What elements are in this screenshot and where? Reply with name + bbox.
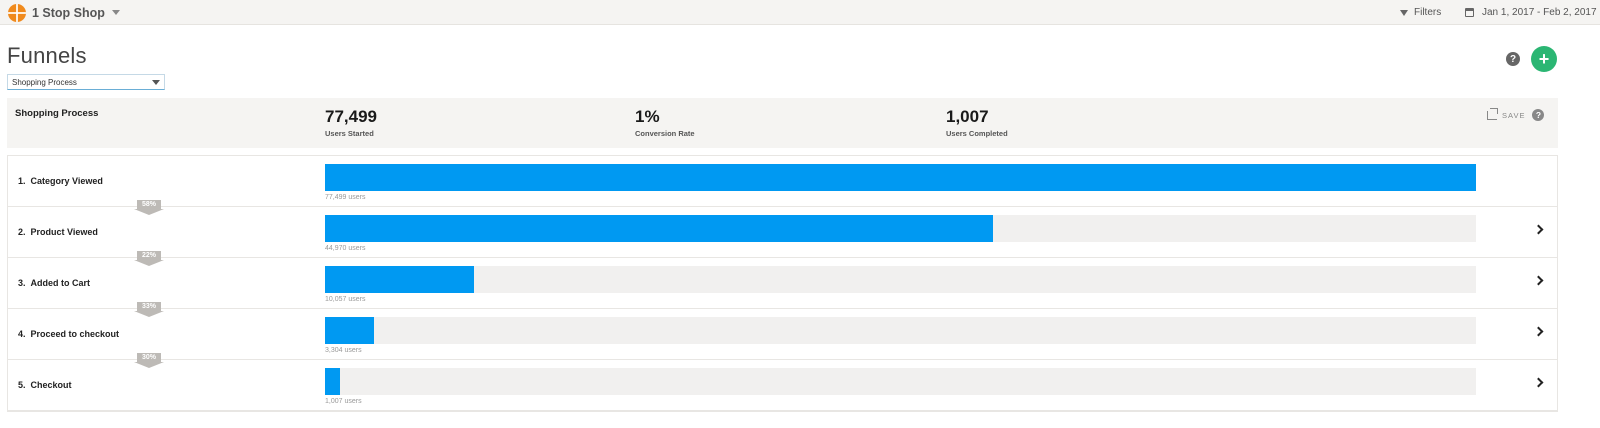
funnel-select-value: Shopping Process bbox=[12, 77, 77, 87]
add-funnel-button[interactable]: + bbox=[1531, 46, 1557, 72]
step-bar bbox=[325, 215, 993, 242]
help-icon[interactable]: ? bbox=[1506, 52, 1520, 66]
conversion-badge: 22% bbox=[134, 251, 164, 266]
funnel-select[interactable]: Shopping Process bbox=[7, 74, 165, 90]
stat-conversion-rate: 1% Conversion Rate bbox=[635, 107, 695, 138]
filters-button[interactable]: Filters bbox=[1400, 0, 1441, 25]
funnel-step[interactable]: 2. Product Viewed 44,970 users bbox=[8, 207, 1557, 258]
chevron-down-icon bbox=[152, 80, 160, 85]
account-switcher[interactable]: 1 Stop Shop bbox=[8, 3, 120, 22]
top-bar: 1 Stop Shop Filters Jan 1, 2017 - Feb 2,… bbox=[0, 0, 1600, 25]
step-number: 4. bbox=[18, 329, 26, 339]
date-range-label: Jan 1, 2017 - Feb 2, 2017 bbox=[1482, 7, 1597, 18]
stat-value: 1,007 bbox=[946, 107, 989, 126]
funnel-steps: 1. Category Viewed 77,499 users 2. Product… bbox=[7, 155, 1558, 412]
step-bar-track bbox=[325, 266, 1476, 293]
filters-label: Filters bbox=[1414, 7, 1442, 18]
step-bar-track bbox=[325, 317, 1476, 344]
date-range-picker[interactable]: Jan 1, 2017 - Feb 2, 2017 bbox=[1465, 0, 1597, 25]
filter-icon bbox=[1400, 9, 1408, 16]
step-bar-track bbox=[325, 215, 1476, 242]
conversion-rate: 30% bbox=[137, 353, 161, 362]
step-bar bbox=[325, 317, 375, 344]
conversion-badge: 33% bbox=[134, 302, 164, 317]
conversion-rate: 22% bbox=[137, 251, 161, 260]
basketball-logo-icon bbox=[8, 3, 26, 22]
step-users-count: 1,007 users bbox=[325, 398, 362, 405]
step-users-count: 77,499 users bbox=[325, 194, 366, 201]
stat-users-completed: 1,007 Users Completed bbox=[946, 107, 1008, 138]
step-name: Product Viewed bbox=[30, 227, 98, 237]
conversion-badge: 58% bbox=[134, 200, 164, 215]
stat-value: 1% bbox=[635, 107, 660, 126]
chevron-right-icon[interactable] bbox=[1533, 377, 1544, 388]
stat-label: Users Completed bbox=[946, 129, 1008, 138]
step-name: Checkout bbox=[30, 380, 72, 390]
share-icon[interactable] bbox=[1487, 107, 1498, 120]
chevron-down-icon bbox=[111, 10, 120, 15]
chevron-right-icon[interactable] bbox=[1533, 326, 1544, 337]
step-bar bbox=[325, 266, 475, 293]
save-button[interactable]: SAVE bbox=[1502, 110, 1526, 120]
stat-label: Conversion Rate bbox=[635, 129, 695, 138]
step-label: 1. Category Viewed bbox=[18, 176, 103, 186]
step-number: 2. bbox=[18, 227, 26, 237]
step-bar bbox=[325, 164, 1476, 191]
funnel-step[interactable]: 5. Checkout 1,007 users bbox=[8, 360, 1557, 411]
help-icon[interactable]: ? bbox=[1532, 109, 1545, 121]
funnel-step: 1. Category Viewed 77,499 users bbox=[8, 156, 1557, 207]
stat-value: 77,499 bbox=[325, 107, 377, 126]
step-bar-track bbox=[325, 368, 1476, 395]
step-bar-track bbox=[325, 164, 1476, 191]
step-label: 2. Product Viewed bbox=[18, 227, 98, 237]
stat-users-started: 77,499 Users Started bbox=[325, 107, 377, 138]
step-label: 3. Added to Cart bbox=[18, 278, 90, 288]
funnel-step[interactable]: 4. Proceed to checkout 3,304 users bbox=[8, 309, 1557, 360]
step-name: Proceed to checkout bbox=[30, 329, 120, 339]
calendar-icon bbox=[1465, 8, 1474, 17]
funnel-summary: Shopping Process 77,499 Users Started 1%… bbox=[7, 98, 1558, 148]
step-label: 5. Checkout bbox=[18, 380, 72, 390]
conversion-rate: 58% bbox=[137, 200, 161, 209]
page-title: Funnels bbox=[7, 43, 87, 68]
step-name: Category Viewed bbox=[30, 176, 103, 186]
step-name: Added to Cart bbox=[30, 278, 91, 288]
account-name: 1 Stop Shop bbox=[32, 5, 105, 20]
save-group: SAVE ? bbox=[1487, 107, 1545, 121]
conversion-badge: 30% bbox=[134, 353, 164, 368]
chevron-right-icon[interactable] bbox=[1533, 224, 1544, 235]
step-users-count: 3,304 users bbox=[325, 347, 362, 354]
chevron-right-icon[interactable] bbox=[1533, 275, 1544, 286]
step-bar bbox=[325, 368, 340, 395]
step-users-count: 44,970 users bbox=[325, 245, 366, 252]
step-users-count: 10,057 users bbox=[325, 296, 366, 303]
stat-label: Users Started bbox=[325, 129, 374, 138]
step-number: 5. bbox=[18, 380, 26, 390]
step-number: 3. bbox=[18, 278, 26, 288]
step-number: 1. bbox=[18, 176, 26, 186]
funnel-step[interactable]: 3. Added to Cart 10,057 users bbox=[8, 258, 1557, 309]
conversion-rate: 33% bbox=[137, 302, 161, 311]
summary-funnel-name: Shopping Process bbox=[15, 108, 99, 119]
step-label: 4. Proceed to checkout bbox=[18, 329, 119, 339]
